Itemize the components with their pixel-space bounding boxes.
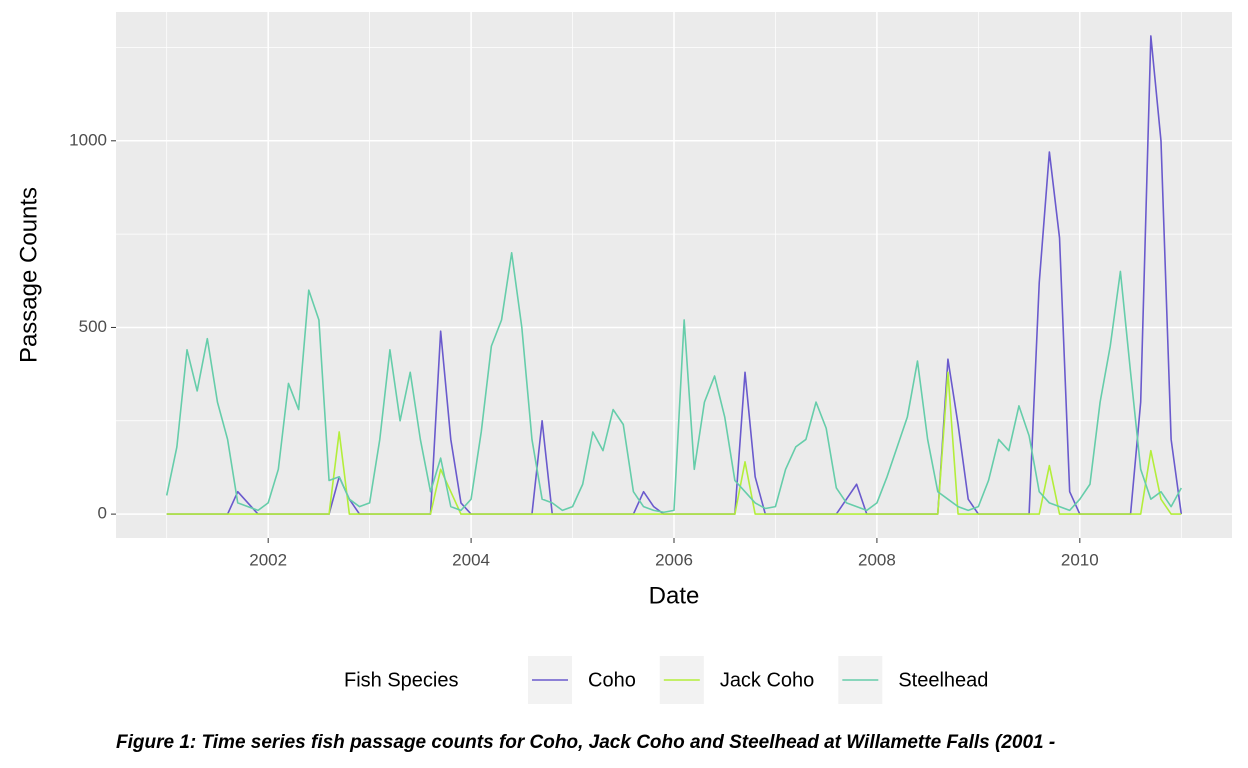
caption: Figure 1: Time series fish passage count… — [116, 732, 1055, 753]
legend-title: Fish Species — [344, 669, 459, 691]
y-tick-label: 1000 — [69, 130, 107, 149]
x-tick-label: 2010 — [1061, 550, 1099, 569]
y-axis-title: Passage Counts — [15, 187, 42, 363]
y-tick-label: 0 — [98, 504, 107, 523]
plot-lines — [165, 35, 1183, 515]
legend-label: Coho — [588, 669, 636, 691]
legend-label: Steelhead — [898, 669, 988, 691]
x-tick-label: 2004 — [452, 550, 490, 569]
legend-label: Jack Coho — [720, 669, 815, 691]
y-tick-label: 500 — [79, 317, 107, 336]
series-line — [165, 251, 1182, 514]
x-axis-title: Date — [649, 582, 700, 609]
x-tick-label: 2006 — [655, 550, 693, 569]
series-line — [166, 371, 1182, 515]
x-tick-label: 2008 — [858, 550, 896, 569]
x-tick-label: 2002 — [249, 550, 287, 569]
legend: Coho Jack Coho Steelhead — [528, 656, 988, 704]
